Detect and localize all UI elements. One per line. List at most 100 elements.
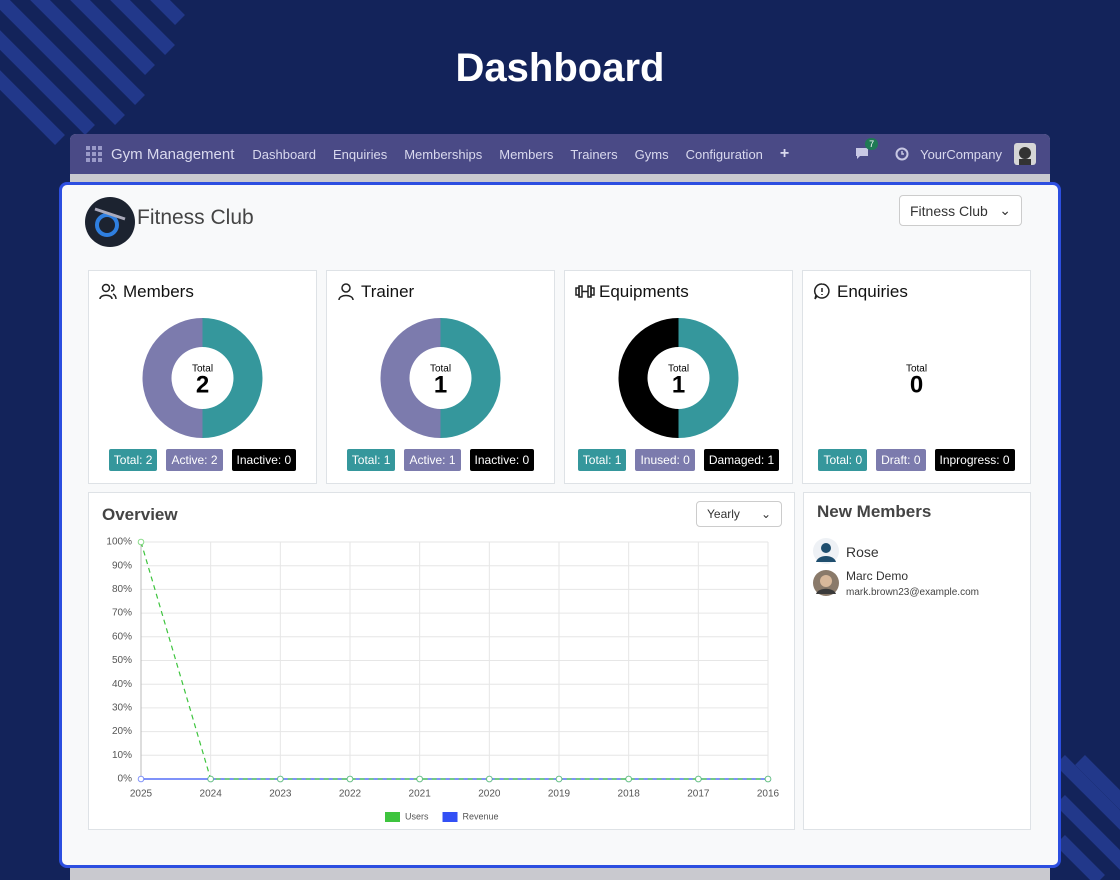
center-label: Total [430, 364, 451, 375]
navbar: Gym Management Dashboard Enquiries Members… [70, 134, 1050, 174]
menu-item[interactable]: Members [499, 146, 554, 162]
legend-swatch[interactable] [385, 812, 400, 822]
new-members-card: New Members Rose Marc Demo mark.brown23@… [803, 492, 1031, 830]
badge: Active: 2 [166, 449, 223, 471]
company-selector-value: Fitness Club [910, 202, 988, 219]
y-tick-label: 100% [106, 537, 132, 548]
messages[interactable]: 7 [855, 137, 879, 163]
badge: Inprogress: 0 [934, 449, 1015, 471]
legend-swatch[interactable] [442, 812, 458, 822]
badge: Total: 2 [108, 449, 158, 471]
member-name: Rose [846, 544, 879, 560]
menu-item[interactable]: Memberships [404, 146, 483, 162]
badge: Inactive: 0 [231, 449, 297, 471]
member-avatar [813, 570, 839, 596]
badge: Total: 0 [818, 449, 868, 471]
y-tick-label: 0% [118, 774, 133, 785]
user-avatar[interactable] [1014, 143, 1036, 165]
x-tick-label: 2025 [130, 789, 153, 800]
donut-segment [380, 318, 441, 438]
y-tick-label: 70% [112, 608, 132, 619]
center-value: 1 [672, 371, 685, 398]
data-point [137, 538, 145, 546]
member-avatar [813, 538, 839, 564]
y-tick-label: 40% [112, 679, 132, 690]
center-value: 2 [196, 371, 209, 398]
center-value: 0 [910, 371, 923, 398]
badges: Total: 1 Inused: 0 Damaged: 1 [565, 449, 792, 471]
donut-segment [142, 318, 203, 438]
badge: Inactive: 0 [469, 449, 535, 471]
company[interactable]: YourCompany [920, 146, 1002, 162]
member-name: Marc Demo [846, 569, 909, 583]
badge: Draft: 0 [876, 449, 926, 471]
menu-item[interactable]: Gyms [634, 146, 669, 162]
menu-item[interactable]: Trainers [570, 146, 618, 162]
y-tick-label: 50% [112, 655, 132, 666]
series-line [140, 541, 768, 780]
add-menu[interactable]: + [779, 145, 790, 162]
y-tick-label: 80% [112, 584, 132, 595]
clock-icon[interactable] [895, 147, 909, 161]
page-title: Dashboard [455, 46, 665, 90]
badge: Damaged: 1 [703, 449, 780, 471]
donut-segment [618, 318, 679, 438]
badges: Total: 2 Active: 2 Inactive: 0 [89, 449, 316, 471]
stat-card: Trainer Total 1 Total: 1 Active: 1 Inactive: … [326, 270, 555, 484]
badges: Total: 0 Draft: 0 Inprogress: 0 [803, 449, 1030, 471]
line-chart: 0% 10% 20% 30% 40% 50% 60% 70% 80% 90% 100% 2025 202… [106, 537, 780, 822]
company-title: Fitness Club [137, 206, 254, 229]
card-title: Enquiries [813, 282, 908, 302]
company-logo [85, 197, 135, 247]
data-point [695, 775, 702, 783]
data-point [207, 775, 214, 783]
center-value: 1 [434, 371, 447, 398]
card-title-text: Members [123, 282, 194, 301]
badge: Total: 1 [577, 449, 627, 471]
legend-label: Users [405, 811, 429, 821]
menu-item[interactable]: Dashboard [252, 146, 316, 162]
overview-title: Overview [102, 505, 178, 524]
company-selector[interactable]: Fitness Club ⌄ [899, 195, 1022, 226]
period-value: Yearly [707, 507, 740, 521]
overview-card: Overview Yearly ⌄ 0% 10% 20% 30% 40% 50% 60% 70%… [88, 492, 795, 830]
card-icon [99, 283, 117, 300]
stat-card: Equipments Total 1 Total: 1 Inused: 0 Damaged… [564, 270, 793, 484]
new-members-title: New Members [817, 502, 932, 521]
x-tick-label: 2020 [478, 789, 501, 800]
menu-item[interactable]: Configuration [685, 146, 763, 162]
data-point [137, 775, 145, 783]
donut-segment [202, 318, 263, 438]
y-tick-label: 20% [112, 726, 132, 737]
app-name[interactable]: Gym Management [111, 145, 235, 163]
x-tick-label: 2024 [200, 789, 223, 800]
data-point [555, 775, 563, 783]
x-tick-label: 2021 [409, 789, 432, 800]
menu-item[interactable]: Enquiries [333, 146, 388, 162]
apps-icon[interactable] [86, 146, 102, 162]
center-label: Total [906, 364, 927, 375]
card-title: Trainer [337, 282, 414, 302]
center-label: Total [668, 364, 689, 375]
data-point [346, 775, 354, 783]
badge: Inused: 0 [635, 449, 695, 471]
data-point [486, 775, 493, 783]
x-tick-label: 2017 [687, 789, 710, 800]
caret: ⌄ [999, 202, 1011, 218]
x-tick-label: 2019 [548, 789, 571, 800]
x-tick-label: 2022 [339, 789, 362, 800]
member-email: mark.brown23@example.com [846, 587, 979, 598]
period-selector[interactable]: Yearly ⌄ [696, 501, 782, 527]
badges: Total: 1 Active: 1 Inactive: 0 [327, 449, 554, 471]
y-tick-label: 30% [112, 703, 132, 714]
center-label: Total [192, 364, 213, 375]
card-icon [338, 283, 354, 301]
card-title-text: Equipments [599, 282, 689, 301]
badge: Active: 1 [404, 449, 461, 471]
